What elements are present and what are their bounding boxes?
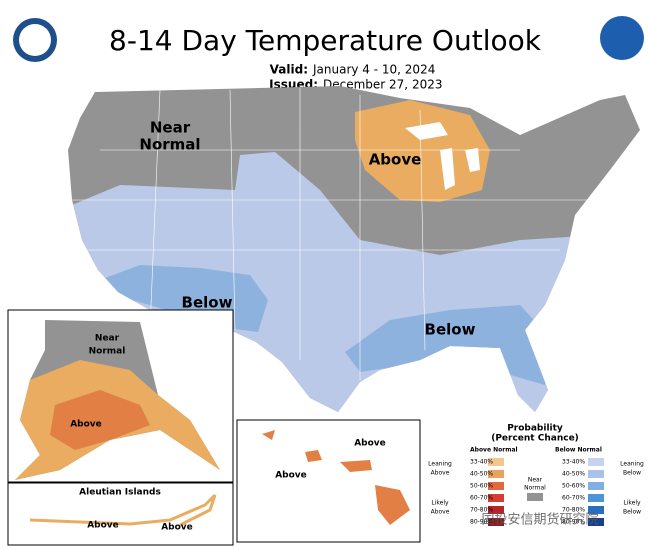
hawaii-inset xyxy=(236,419,421,543)
legend-swatch xyxy=(588,470,604,478)
legend-near: Normal xyxy=(524,485,546,492)
legend-swatch xyxy=(588,482,604,490)
aleutian-label: Above xyxy=(87,521,119,531)
aleutian-label: Above xyxy=(161,523,193,533)
hawaii-islands xyxy=(262,430,410,525)
legend-near: Near xyxy=(528,477,543,484)
legend-group: Above xyxy=(431,509,450,516)
alaska-label: Normal xyxy=(89,347,126,357)
legend-range: 40-50% xyxy=(562,471,585,478)
legend-range: 80-90% xyxy=(470,519,493,526)
legend-group: Likely xyxy=(623,500,641,507)
legend-range: 33-40% xyxy=(470,459,493,466)
watermark: 国投安信期货研究院 xyxy=(481,512,598,528)
title: 8-14 Day Temperature Outlook xyxy=(109,24,542,57)
legend-group: Leaning xyxy=(428,461,452,468)
aleutian-islands xyxy=(29,493,217,527)
legend-swatch xyxy=(588,506,604,514)
legend-group: Below xyxy=(623,509,641,516)
valid-label: Valid: xyxy=(270,63,308,77)
legend-range: 33-40% xyxy=(562,459,585,466)
conus-label: Near xyxy=(150,119,191,137)
legend-group: Below xyxy=(623,470,641,477)
aleutian-inset xyxy=(7,482,234,546)
noaa-logo xyxy=(600,16,644,60)
leaning-above-area xyxy=(355,100,490,202)
legend-swatch xyxy=(488,506,504,514)
conus-label: Above xyxy=(369,151,422,169)
legend-group: Likely xyxy=(431,500,449,507)
conus-label: Normal xyxy=(139,136,200,154)
legend-swatch xyxy=(488,494,504,502)
legend-swatch xyxy=(488,518,504,526)
hawaii-label: Above xyxy=(354,439,386,449)
issued-date: December 27, 2023 xyxy=(323,78,442,92)
legend-range: 40-50% xyxy=(470,471,493,478)
legend-range: 50-60% xyxy=(562,483,585,490)
conus-label: Below xyxy=(182,294,233,312)
legend-range: 60-70% xyxy=(470,495,493,502)
legend-swatch xyxy=(527,493,543,501)
legend-title: Probability xyxy=(507,424,563,434)
aleutian-title: Aleutian Islands xyxy=(79,488,161,498)
legend-below-header: Below Normal xyxy=(555,447,602,454)
state-lines xyxy=(70,88,600,380)
legend-range: 60-70% xyxy=(562,495,585,502)
legend-title: (Percent Chance) xyxy=(491,434,579,444)
legend-range: 70-80% xyxy=(562,507,585,514)
legend: Probability (Percent Chance) Above Norma… xyxy=(428,424,644,526)
conus-label: Below xyxy=(425,321,476,339)
legend-range: 80-90% xyxy=(562,519,585,526)
legend-swatch xyxy=(588,494,604,502)
legend-swatch xyxy=(488,482,504,490)
legend-swatch xyxy=(588,458,604,466)
legend-swatch xyxy=(588,518,604,526)
legend-swatch xyxy=(488,470,504,478)
legend-range: 50-60% xyxy=(470,483,493,490)
agency-seal-inner xyxy=(19,24,51,56)
alaska-label: Near xyxy=(95,334,120,344)
alaska-label: Above xyxy=(70,420,102,430)
legend-above-header: Above Normal xyxy=(470,447,518,454)
valid-dates: January 4 - 10, 2024 xyxy=(312,63,435,77)
hawaii-label: Above xyxy=(275,471,307,481)
legend-swatch xyxy=(488,458,504,466)
legend-group: Leaning xyxy=(620,461,644,468)
alaska-likely-above xyxy=(50,390,150,450)
legend-group: Above xyxy=(431,470,450,477)
great-lakes xyxy=(405,122,480,190)
legend-range: 70-80% xyxy=(470,507,493,514)
